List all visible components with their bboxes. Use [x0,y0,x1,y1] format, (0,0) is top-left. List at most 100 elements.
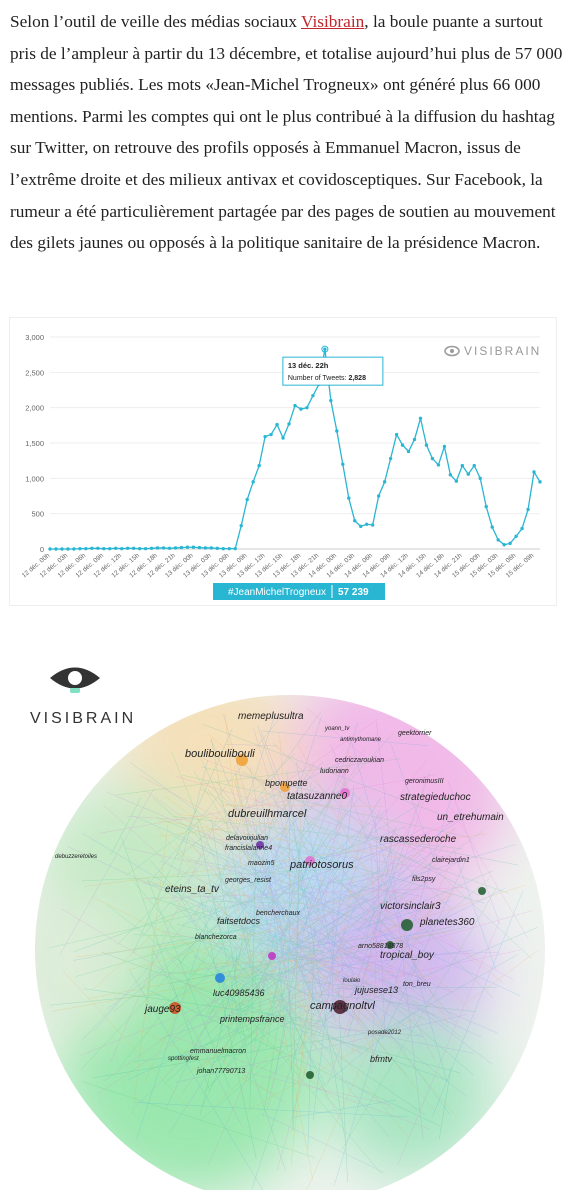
edge [210,880,356,990]
edge [261,932,276,994]
edge [261,796,285,1017]
logo-text: VISIBRAIN [30,710,136,727]
node-label: bencherchaux [256,910,300,917]
edge [242,808,463,1043]
edge [75,915,287,977]
point [484,504,488,509]
edge [341,887,498,1150]
edge [171,902,248,974]
edge [288,783,291,950]
node-label: geronimusIII [405,778,444,785]
edge [84,833,488,887]
edge [303,909,457,1023]
node-label: tropical_boy [380,950,435,961]
node-label: luc40985436 [213,988,265,998]
edge [260,730,430,747]
edge [265,923,346,949]
point [179,545,184,550]
point [299,407,303,411]
link[interactable]: Visibrain [301,12,365,31]
edge [365,869,494,999]
edge [298,744,449,1025]
edge [316,813,383,920]
edge [142,852,211,937]
node-label: johan77790713 [196,1068,245,1075]
text: Selon l’outil de veille des médias socia… [10,12,302,31]
node-label: posade2012 [367,1030,402,1036]
edge [285,950,323,954]
edge [235,774,270,936]
edge [148,808,480,1015]
watermark: VISIBRAIN [444,344,539,358]
edge [307,888,386,909]
edge [333,878,426,947]
edge [449,805,529,940]
edge [439,1067,452,1140]
edge [263,950,290,1117]
edge [91,823,273,991]
point [365,522,369,526]
edge [132,728,233,954]
edge [182,775,472,839]
edge [202,917,291,1106]
edge [321,809,381,954]
logo: VISIBRAIN [30,667,136,727]
edge [266,782,312,1049]
edge [318,905,378,1036]
edge [298,889,400,926]
hashtag: #JeanMichelTrogneux [228,587,326,598]
edge [329,847,482,969]
point [341,462,345,466]
edge [247,817,317,1049]
point [131,546,136,550]
y-tick-label: 500 [31,510,44,519]
point [436,463,441,467]
edge [447,781,500,924]
point [293,403,297,408]
edge [312,992,438,1094]
edge [313,919,353,947]
point [508,541,512,546]
edge [202,724,445,817]
edge [176,890,250,1033]
edge [336,802,423,855]
point [102,546,106,551]
edge [227,819,304,945]
node-dot [236,754,248,766]
edge [298,810,425,980]
edge [284,1005,327,1087]
edge [267,760,427,967]
edge [305,965,411,997]
edge [168,965,278,1135]
edge [291,845,300,1132]
point [125,546,130,550]
edge [277,822,319,913]
edge [301,965,380,998]
edge [312,785,355,1121]
edge [266,967,300,1111]
edge [213,1054,286,1104]
edge [215,873,301,977]
edge [193,771,289,926]
edge [277,949,521,1002]
logo-base [70,688,80,693]
node-label: campagnoltvl [310,1000,375,1012]
edge [253,728,324,958]
point [120,546,124,551]
edge [92,896,242,972]
edge [403,949,421,987]
edge [306,707,377,767]
point [394,432,399,437]
edge [300,953,422,1038]
edge [264,871,272,884]
edge [253,711,322,804]
edge [171,751,249,947]
point [137,546,142,551]
point [227,546,231,551]
edge [224,856,466,1018]
edge [101,951,449,1081]
edge [80,962,311,1056]
edge [303,926,467,965]
edge [251,993,315,1189]
point [526,507,530,512]
